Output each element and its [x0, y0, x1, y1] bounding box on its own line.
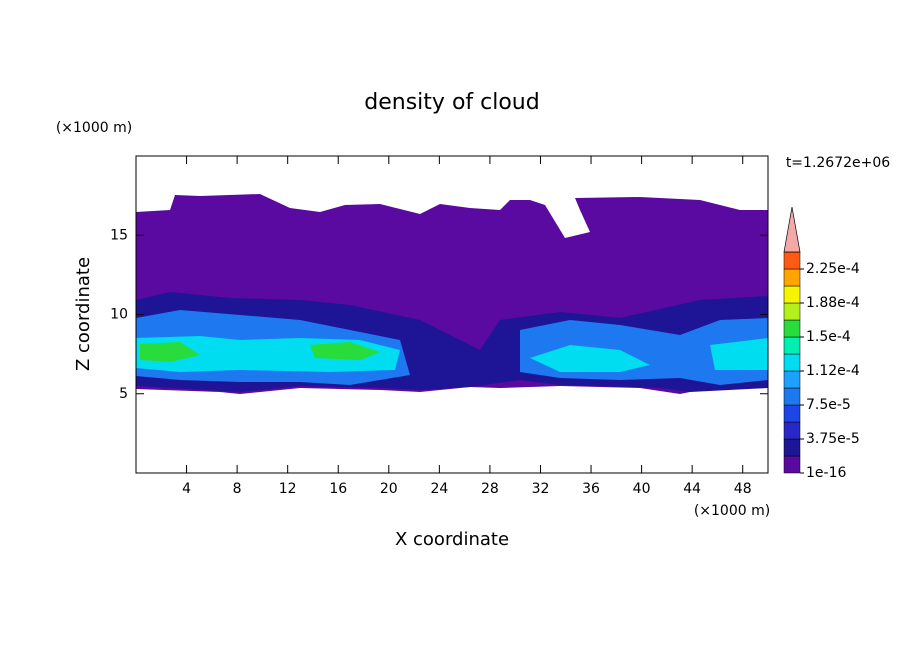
x-tick-label: 4	[182, 481, 191, 497]
x-tick-label: 24	[430, 481, 448, 497]
colorbar-box	[783, 404, 801, 423]
y-tick-label: 15	[110, 227, 128, 243]
colorbar-box	[783, 370, 801, 389]
chart-title: density of cloud	[364, 90, 539, 115]
x-tick-label: 48	[734, 481, 752, 497]
colorbar-box	[783, 285, 801, 304]
y-tick-label: 10	[110, 307, 128, 323]
x-tick-label: 28	[481, 481, 499, 497]
colorbar-box	[783, 421, 801, 440]
x-tick-label: 12	[279, 481, 297, 497]
colorbar-box	[783, 268, 801, 287]
x-tick-label: 36	[582, 481, 600, 497]
y-tick-label: 5	[119, 386, 128, 402]
colorbar-over	[783, 206, 801, 253]
colorbar-box	[783, 302, 801, 321]
x-tick-label: 44	[683, 481, 701, 497]
colorbar-label: 3.75e-5	[806, 431, 860, 447]
colorbar-label: 2.25e-4	[806, 261, 860, 277]
colorbar-box	[783, 319, 801, 338]
x-axis-label: X coordinate	[395, 529, 509, 550]
colorbar-box	[783, 438, 801, 457]
cloud-field	[136, 194, 768, 394]
colorbar-label: 1.12e-4	[806, 363, 860, 379]
colorbar-box	[783, 251, 801, 270]
time-label: t=1.2672e+06	[786, 155, 890, 171]
colorbar-box	[783, 455, 801, 474]
x-unit: (×1000 m)	[694, 503, 770, 519]
colorbar-label: 7.5e-5	[806, 397, 851, 413]
colorbar-box	[783, 353, 801, 372]
cloud-region	[136, 336, 768, 372]
x-tick-label: 8	[233, 481, 242, 497]
x-tick-label: 32	[532, 481, 550, 497]
y-unit: (×1000 m)	[56, 120, 132, 136]
y-axis-label: Z coordinate	[73, 257, 94, 371]
colorbar-label: 1e-16	[806, 465, 846, 481]
colorbar-label: 1.88e-4	[806, 295, 860, 311]
cloud-region	[140, 342, 380, 362]
colorbar-box	[783, 336, 801, 355]
x-tick-label: 40	[633, 481, 651, 497]
x-tick-label: 16	[329, 481, 347, 497]
x-tick-label: 20	[380, 481, 398, 497]
colorbar-label: 1.5e-4	[806, 329, 851, 345]
colorbar-box	[783, 387, 801, 406]
